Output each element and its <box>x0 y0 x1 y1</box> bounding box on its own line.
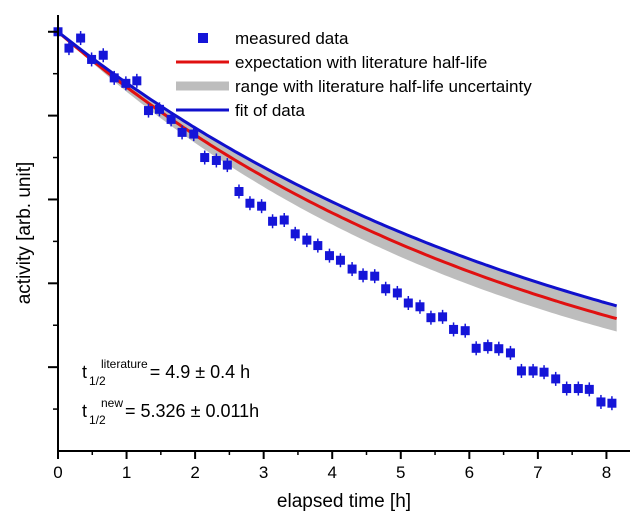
y-ticks <box>48 30 58 410</box>
legend-item: measured data <box>198 29 349 48</box>
data-point <box>505 348 515 358</box>
annot-subscript: 1/2 <box>89 374 106 388</box>
data-point <box>154 104 164 114</box>
data-point <box>460 326 470 336</box>
data-point <box>494 344 504 354</box>
legend-item: range with literature half-life uncertai… <box>176 77 532 96</box>
annot-superscript: literature <box>101 357 148 371</box>
annot-value: = 4.9 ± 0.4 h <box>150 362 250 382</box>
legend-item: fit of data <box>176 101 305 120</box>
literature-curve <box>57 30 618 321</box>
annot-value: = 5.326 ± 0.011h <box>125 401 259 421</box>
data-point <box>257 201 267 211</box>
data-point <box>562 384 572 394</box>
data-point <box>381 284 391 294</box>
data-point <box>87 54 97 64</box>
legend-label: range with literature half-life uncertai… <box>235 77 532 96</box>
legend-label: fit of data <box>235 101 305 120</box>
data-point <box>415 302 425 312</box>
data-point <box>76 33 86 43</box>
legend-label: measured data <box>235 29 349 48</box>
data-point <box>438 312 448 322</box>
annot-symbol: t <box>82 401 87 421</box>
data-point <box>426 313 436 323</box>
data-point <box>370 271 380 281</box>
annot-symbol: t <box>82 362 87 382</box>
data-point <box>143 106 153 116</box>
x-axis-title: elapsed time [h] <box>277 491 411 512</box>
data-point <box>449 324 459 334</box>
data-point <box>64 43 74 53</box>
data-point <box>109 73 119 83</box>
data-point <box>313 241 323 251</box>
x-tick-label: 1 <box>122 463 131 482</box>
data-point <box>335 255 345 265</box>
data-point <box>539 367 549 377</box>
data-point <box>189 129 199 139</box>
half-life-annotation: t 1/2 new = 5.326 ± 0.011h <box>82 396 259 427</box>
x-tick-label: 3 <box>259 463 268 482</box>
data-point <box>245 198 255 208</box>
x-tick-label: 5 <box>396 463 405 482</box>
x-tick-label: 8 <box>602 463 611 482</box>
data-point <box>596 397 606 407</box>
data-point <box>177 127 187 137</box>
legend: measured data expectation with literature… <box>176 29 532 120</box>
data-point <box>279 215 289 225</box>
annot-superscript: new <box>101 396 123 410</box>
data-point <box>516 366 526 376</box>
y-axis-title: activity [arb. unit] <box>14 162 35 305</box>
data-point <box>528 366 538 376</box>
data-point <box>483 342 493 352</box>
data-point <box>607 398 617 408</box>
data-point <box>403 298 413 308</box>
curve-layer <box>57 30 618 321</box>
data-point <box>290 229 300 239</box>
measured-markers-layer <box>53 24 617 411</box>
data-point <box>392 288 402 298</box>
data-point <box>121 78 131 88</box>
data-point <box>347 264 357 274</box>
x-tick-label: 2 <box>190 463 199 482</box>
data-point <box>551 374 561 384</box>
data-point <box>132 76 142 86</box>
data-point <box>234 186 244 196</box>
legend-swatch-marker <box>198 33 208 43</box>
x-tick-label: 6 <box>465 463 474 482</box>
data-point <box>211 155 221 165</box>
data-point <box>471 343 481 353</box>
annot-subscript: 1/2 <box>89 413 106 427</box>
data-point <box>302 235 312 245</box>
half-life-annotation: t 1/2 literature = 4.9 ± 0.4 h <box>82 357 250 388</box>
axes <box>57 15 630 452</box>
data-point <box>358 270 368 280</box>
x-tick-label: 4 <box>327 463 336 482</box>
fit-curve <box>57 30 618 308</box>
data-point <box>98 50 108 60</box>
data-point <box>324 251 334 261</box>
data-point <box>200 153 210 163</box>
legend-item: expectation with literature half-life <box>176 53 487 72</box>
data-point <box>584 384 594 394</box>
legend-label: expectation with literature half-life <box>235 53 487 72</box>
x-ticks: 0 1 2 3 4 5 6 7 8 <box>53 451 611 482</box>
data-point <box>222 160 232 170</box>
data-point <box>166 114 176 124</box>
x-tick-label: 0 <box>53 463 62 482</box>
x-tick-label: 7 <box>533 463 542 482</box>
data-point <box>268 216 278 226</box>
data-point <box>573 384 583 394</box>
